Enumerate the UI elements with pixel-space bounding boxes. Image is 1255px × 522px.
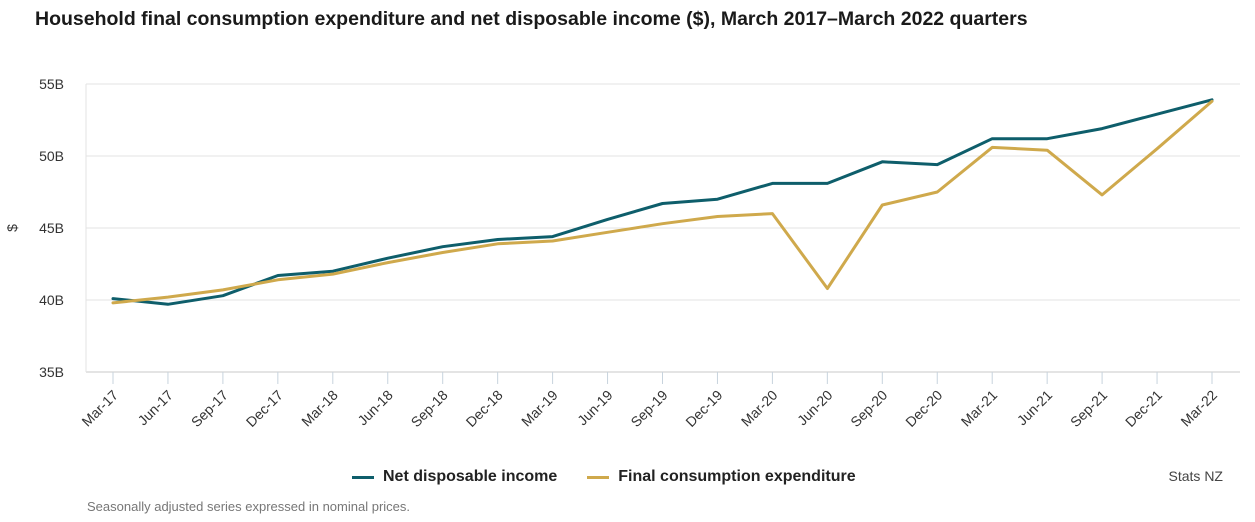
x-tick-label: Sep-18 [408, 387, 451, 430]
data-point[interactable] [1206, 95, 1218, 107]
source-label: Stats NZ [1168, 468, 1223, 484]
x-tick-label: Jun-20 [794, 387, 836, 429]
data-point[interactable] [107, 297, 119, 309]
data-point[interactable] [217, 284, 229, 296]
data-point[interactable] [821, 282, 833, 294]
x-tick-label: Sep-17 [188, 387, 231, 430]
series-line-final-consumption-expenditure [111, 99, 1214, 305]
data-point[interactable] [272, 274, 284, 286]
x-tick-label: Dec-17 [243, 387, 286, 430]
data-point[interactable] [1151, 143, 1163, 155]
chart-title: Household final consumption expenditure … [35, 8, 1028, 30]
x-tick-label: Mar-18 [298, 387, 341, 430]
x-tick-label: Sep-19 [627, 387, 670, 430]
y-tick-label: 40B [39, 292, 64, 308]
data-point[interactable] [711, 210, 723, 222]
x-tick-label: Mar-21 [958, 387, 1001, 430]
data-point[interactable] [602, 213, 614, 225]
data-point[interactable] [766, 177, 778, 189]
data-point[interactable] [547, 235, 559, 247]
x-tick-label: Dec-20 [902, 387, 945, 430]
legend-label: Final consumption expenditure [618, 468, 856, 485]
data-point[interactable] [602, 226, 614, 238]
x-tick-label: Mar-17 [78, 387, 121, 430]
x-tick-label: Dec-18 [463, 387, 506, 430]
data-point[interactable] [1041, 144, 1053, 156]
data-point[interactable] [492, 238, 504, 250]
data-point[interactable] [711, 193, 723, 205]
x-tick-label: Mar-22 [1177, 387, 1220, 430]
data-point[interactable] [327, 268, 339, 280]
legend-item-final-consumption-expenditure[interactable]: Final consumption expenditure [587, 468, 856, 486]
y-axis-label: $ [4, 224, 20, 232]
footnote: Seasonally adjusted series expressed in … [87, 499, 411, 514]
y-tick-label: 50B [39, 148, 64, 164]
data-point[interactable] [766, 208, 778, 220]
data-point[interactable] [1151, 108, 1163, 120]
series-line-net-disposable-income [111, 98, 1214, 306]
data-point[interactable] [1041, 133, 1053, 145]
legend-swatch-net-disposable-income [352, 475, 374, 479]
x-tick-label: Mar-19 [518, 387, 561, 430]
x-tick-label: Sep-21 [1067, 387, 1110, 430]
x-tick-label: Jun-18 [354, 387, 396, 429]
data-point[interactable] [986, 141, 998, 153]
data-point[interactable] [1096, 189, 1108, 201]
y-tick-label: 55B [39, 76, 64, 92]
y-tick-label: 35B [39, 364, 64, 380]
data-point[interactable] [821, 177, 833, 189]
x-tick-label: Sep-20 [847, 387, 890, 430]
data-point[interactable] [931, 186, 943, 198]
data-point[interactable] [162, 291, 174, 303]
data-point[interactable] [931, 159, 943, 171]
x-tick-label: Jun-21 [1014, 387, 1056, 429]
data-point[interactable] [876, 156, 888, 168]
data-point[interactable] [657, 218, 669, 230]
legend-item-net-disposable-income[interactable]: Net disposable income [352, 468, 557, 486]
data-point[interactable] [876, 199, 888, 211]
y-tick-label: 45B [39, 220, 64, 236]
x-tick-label: Dec-19 [682, 387, 725, 430]
x-tick-label: Jun-19 [574, 387, 616, 429]
legend-swatch-final-consumption-expenditure [587, 475, 610, 479]
data-point[interactable] [657, 198, 669, 210]
x-tick-label: Mar-20 [738, 387, 781, 430]
data-point[interactable] [1096, 123, 1108, 135]
x-tick-label: Jun-17 [134, 387, 176, 429]
chart-legend: Net disposable income Final consumption … [352, 468, 886, 486]
data-point[interactable] [437, 246, 449, 258]
legend-label: Net disposable income [383, 468, 558, 485]
data-point[interactable] [382, 257, 394, 269]
x-tick-label: Dec-21 [1122, 387, 1165, 430]
